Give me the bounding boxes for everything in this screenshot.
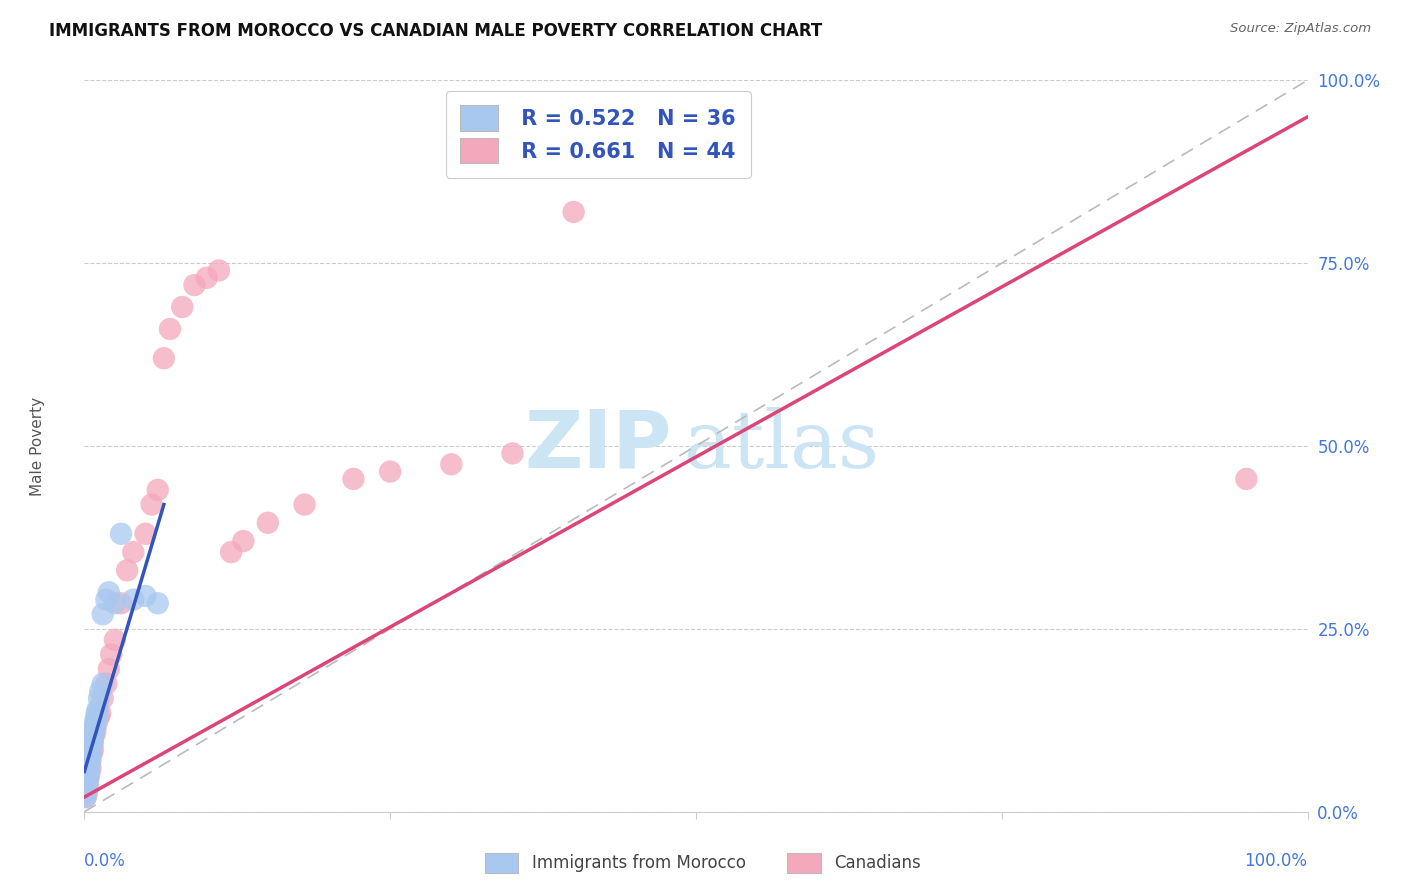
Point (76, 787, 98, 801)
Point (77, 757, 100, 772)
Point (84, 724, 107, 739)
Point (77, 764, 100, 779)
Text: IMMIGRANTS FROM MOROCCO VS CANADIAN MALE POVERTY CORRELATION CHART: IMMIGRANTS FROM MOROCCO VS CANADIAN MALE… (49, 22, 823, 40)
Point (83, 728, 105, 742)
Point (77, 772, 100, 786)
Point (232, 534, 254, 549)
Point (219, 545, 242, 559)
Point (96, 676, 118, 690)
Point (76, 775, 98, 789)
Legend: Immigrants from Morocco, Canadians: Immigrants from Morocco, Canadians (478, 847, 928, 880)
Point (208, 263, 231, 277)
Point (96, 592, 118, 607)
Point (80, 746, 103, 760)
Point (86, 717, 108, 731)
Point (122, 545, 145, 559)
Point (257, 516, 280, 530)
Point (91, 676, 114, 690)
Point (380, 465, 402, 479)
Point (146, 596, 169, 610)
Point (77, 768, 100, 782)
Point (79, 754, 101, 768)
Point (80, 735, 103, 749)
Point (82, 735, 104, 749)
Point (83, 721, 105, 735)
Point (77, 768, 100, 782)
Point (172, 300, 194, 314)
Point (77, 761, 100, 775)
Point (84, 717, 107, 731)
Point (75, 787, 97, 801)
Text: 0.0%: 0.0% (84, 852, 127, 870)
Point (79, 746, 101, 760)
Point (82, 728, 104, 742)
Point (135, 589, 157, 603)
Text: Source: ZipAtlas.com: Source: ZipAtlas.com (1230, 22, 1371, 36)
Point (104, 632, 127, 647)
Point (294, 498, 316, 512)
Point (87, 702, 110, 716)
Point (77, 779, 100, 793)
Point (77, 772, 100, 786)
Point (91, 607, 114, 622)
Point (77, 754, 100, 768)
Point (1236, 472, 1258, 486)
Point (79, 742, 101, 756)
Point (87, 691, 110, 706)
Point (104, 596, 127, 610)
Point (183, 278, 205, 293)
Point (91, 691, 114, 706)
Point (195, 270, 218, 285)
Point (110, 526, 132, 541)
Point (75, 790, 97, 805)
Point (115, 563, 138, 577)
Point (86, 709, 108, 723)
Point (77, 764, 100, 779)
Point (97, 662, 120, 676)
Point (562, 205, 585, 219)
Text: 100.0%: 100.0% (1244, 852, 1308, 870)
Point (82, 742, 104, 756)
Point (79, 761, 101, 775)
Legend:  R = 0.522   N = 36,  R = 0.661   N = 44: R = 0.522 N = 36, R = 0.661 N = 44 (446, 91, 751, 178)
Point (80, 739, 103, 753)
Point (83, 724, 105, 739)
Point (87, 709, 110, 723)
Point (84, 714, 107, 728)
Point (159, 322, 181, 336)
Point (97, 585, 120, 599)
Point (440, 457, 463, 471)
Text: atlas: atlas (683, 407, 879, 485)
Point (135, 526, 157, 541)
Point (79, 749, 101, 764)
Point (76, 782, 98, 797)
Point (502, 446, 524, 460)
Y-axis label: Male Poverty: Male Poverty (30, 396, 45, 496)
Point (82, 731, 104, 746)
Point (75, 790, 97, 805)
Point (146, 483, 169, 497)
Point (86, 706, 108, 720)
Point (76, 779, 98, 793)
Point (153, 351, 176, 366)
Point (122, 592, 145, 607)
Text: ZIP: ZIP (524, 407, 672, 485)
Point (100, 648, 122, 662)
Point (76, 782, 98, 797)
Point (89, 684, 111, 698)
Point (110, 596, 132, 610)
Point (342, 472, 364, 486)
Point (141, 498, 163, 512)
Point (89, 706, 111, 720)
